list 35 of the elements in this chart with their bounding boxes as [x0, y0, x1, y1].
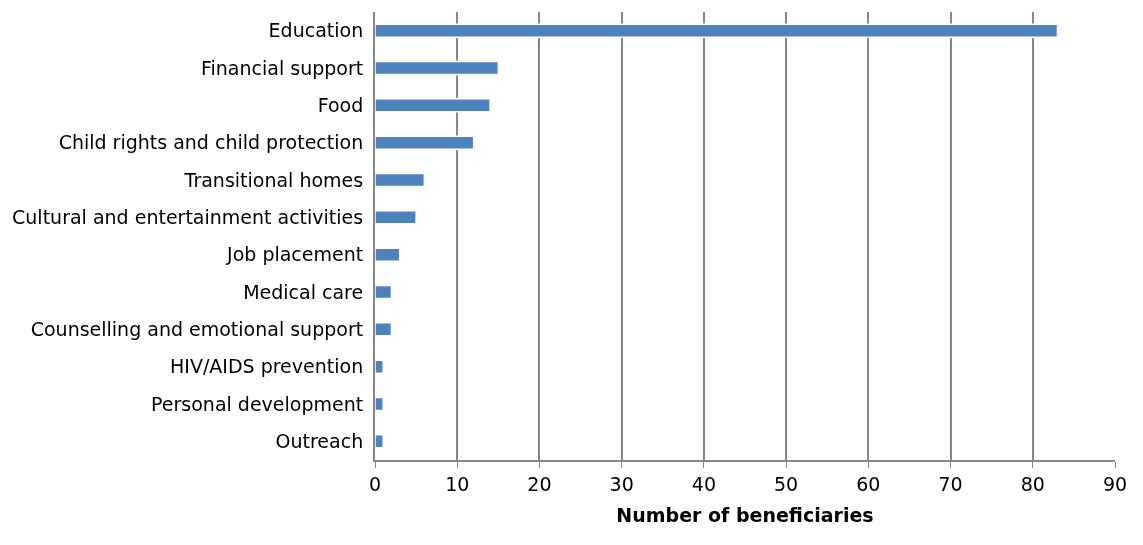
y-tick-label: Financial support [201, 56, 364, 79]
y-tick-label: Child rights and child protection [58, 131, 364, 154]
bar [375, 434, 384, 449]
bar [375, 60, 500, 76]
x-tick-label: 40 [691, 472, 716, 495]
y-tick-label: Medical care [243, 280, 364, 303]
y-tick-label: Transitional homes [183, 168, 364, 191]
x-tick-label: 60 [856, 472, 881, 495]
x-tick-label: 80 [1020, 472, 1045, 495]
bar [375, 98, 491, 113]
x-axis-title: Number of beneficiaries [616, 504, 874, 527]
y-tick-label: Cultural and entertainment activities [12, 205, 364, 228]
x-tick-label: 90 [1102, 472, 1128, 495]
bar [375, 359, 384, 374]
x-tick-label: 70 [938, 472, 963, 495]
y-tick-label: Food [317, 93, 364, 116]
bar [375, 172, 426, 188]
y-tick-label: Counselling and emotional support [30, 317, 364, 340]
x-tick-label: 50 [774, 472, 799, 495]
bar [375, 210, 417, 225]
x-tick-label: 0 [368, 472, 382, 495]
x-tick-label: 20 [527, 472, 552, 495]
bar [375, 135, 475, 150]
bar [375, 396, 384, 412]
bar [375, 284, 393, 300]
y-tick-label: Personal development [151, 392, 364, 415]
bar [375, 322, 393, 337]
y-tick-label: Job placement [226, 243, 364, 266]
y-tick-label: Education [268, 19, 364, 42]
x-tick-label: 10 [445, 472, 470, 495]
y-tick-label: HIV/AIDS prevention [170, 355, 364, 378]
bar [375, 247, 401, 262]
y-tick-label: Outreach [275, 429, 364, 452]
bar [375, 23, 1059, 38]
x-tick-label: 30 [609, 472, 634, 495]
